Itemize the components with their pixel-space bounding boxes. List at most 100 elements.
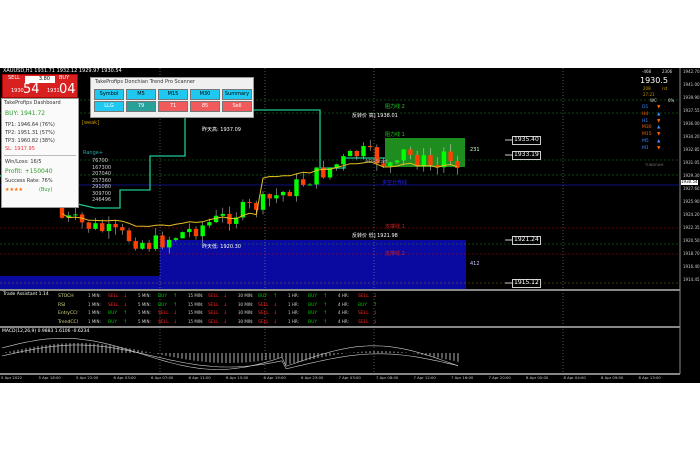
candle (93, 223, 98, 229)
timeframe-label: 1 MIN: (88, 301, 101, 307)
arrow-down-icon: ↓ (273, 301, 278, 308)
timeframe-label: D1 (642, 105, 649, 110)
candle (321, 167, 326, 178)
time-tick: 6 Apr 19:00 (263, 374, 286, 380)
scanner-header[interactable]: M5 (126, 89, 156, 100)
price-tick: 1942.70 (683, 69, 700, 74)
candle (106, 223, 112, 232)
chart-window[interactable]: XAUUSD,H1 1931.71 1932.12 1929.97 1930.5… (0, 68, 700, 383)
candle (86, 222, 91, 229)
sell-button[interactable]: SELL (8, 75, 20, 81)
trend-arrow-icon: ▼ (657, 119, 661, 124)
candle (381, 163, 386, 166)
range-value: 291080 (92, 184, 112, 190)
timeframe-label: M30 (642, 125, 652, 130)
sell-price-big[interactable]: 54 (23, 82, 40, 97)
signal-value: BUY (158, 302, 168, 308)
signal-value: SELL (108, 294, 119, 299)
signal-value: SELL (358, 319, 369, 325)
scanner-cell[interactable]: 79 (126, 101, 156, 112)
arrow-up-icon: ↑ (123, 318, 128, 325)
candle (180, 232, 185, 239)
arrow-down-icon: ↓ (223, 293, 228, 299)
price-tick: 1927.60 (683, 186, 700, 191)
rating-stars: ★★★★ (5, 187, 23, 193)
price-tick: 1936.00 (683, 121, 700, 126)
arrow-down-icon: ↓ (273, 318, 278, 325)
signal-value: BUY (308, 294, 318, 299)
buy-button[interactable]: BUY (59, 75, 70, 81)
timeframe-label: 1 HR: (288, 318, 299, 324)
time-tick: 8 Apr 00:00 (526, 374, 549, 380)
candle (368, 145, 373, 148)
timeframe-label: M1 (642, 146, 649, 151)
buy-price-big[interactable]: 04 (59, 82, 76, 97)
timeframe-label: 4 HR: (338, 301, 349, 307)
signal-value: SELL (158, 311, 169, 316)
signal-value: BUY (308, 319, 318, 325)
candle (401, 149, 406, 161)
candle (66, 215, 71, 218)
price-tag: 1915.12 (512, 279, 541, 288)
price-tick: 1920.50 (683, 238, 700, 243)
scanner-cell[interactable]: 85 (190, 101, 220, 112)
lot-input[interactable]: 3.80 (25, 76, 55, 83)
candle (301, 179, 306, 185)
scanner-header[interactable]: Summary (222, 89, 252, 100)
signal-value: SELL (208, 311, 219, 316)
candle (414, 154, 420, 167)
scanner-header[interactable]: M30 (190, 89, 220, 100)
signal-line (1, 344, 459, 370)
candle (260, 194, 266, 210)
indicator-name: RSI (58, 302, 66, 308)
timeframe-label: 15 MIN: (188, 310, 204, 315)
signal-value: SELL (258, 319, 269, 325)
scanner-header[interactable]: M15 (158, 89, 188, 100)
candle (294, 179, 299, 197)
assistant-title: Trade Assistant 1.14 (3, 292, 49, 297)
scanner-cell[interactable]: 71 (158, 101, 188, 112)
candle (100, 223, 105, 232)
price-tick: 1939.90 (683, 95, 700, 100)
price-tick: 1918.70 (683, 251, 700, 256)
buy-level: BUY: 1941.72 (5, 110, 46, 117)
signal-value: SELL (208, 319, 219, 325)
range-value: 167300 (92, 164, 112, 171)
price-tag: 1921.24 (512, 236, 541, 245)
timeframe-label: 1 MIN: (88, 293, 101, 298)
one-click-trading: SELL BUY 3.80 1930 54 1931 04 (2, 74, 78, 98)
candle (280, 191, 286, 196)
price-tick: 1925.90 (683, 199, 700, 204)
candle (388, 162, 393, 166)
scanner-title: TakeProfips Donchian Trend Pro Scanner (95, 79, 195, 85)
scanner-cell[interactable]: LLG (94, 101, 124, 112)
price-tick: 1929.30 (683, 173, 700, 178)
signal-value: BUY (158, 294, 168, 299)
dashboard-divider (4, 155, 76, 156)
scanner-cell[interactable]: Sell (222, 101, 252, 112)
candle (287, 191, 292, 197)
time-tick: 8 Apr 09:00 (601, 374, 624, 380)
candle (341, 156, 346, 165)
time-tick: 8 Apr 13:00 (638, 374, 661, 380)
timeframe-label: 15 MIN: (188, 293, 204, 298)
arrow-up-icon: ↑ (173, 301, 178, 308)
arrow-down-icon: ↓ (173, 310, 178, 316)
timeframe-label: 5 MIN: (138, 293, 151, 298)
arrow-up-icon: ↑ (273, 293, 278, 299)
timeframe-label: 1 HR: (288, 301, 299, 307)
price-tick: 1934.20 (683, 134, 700, 139)
trend-arrow-icon: ▲ (657, 112, 661, 117)
candle (307, 184, 313, 186)
moving-average-line (61, 161, 458, 227)
candle (428, 155, 433, 165)
candle (334, 164, 339, 168)
candle (408, 149, 413, 155)
scanner-header[interactable]: Symbol (94, 89, 124, 100)
candle (153, 235, 158, 249)
candle (274, 195, 279, 199)
info-c: 208 (643, 86, 651, 91)
candle (267, 194, 272, 199)
candle (140, 242, 145, 249)
price-tick: 1924.20 (683, 212, 700, 217)
